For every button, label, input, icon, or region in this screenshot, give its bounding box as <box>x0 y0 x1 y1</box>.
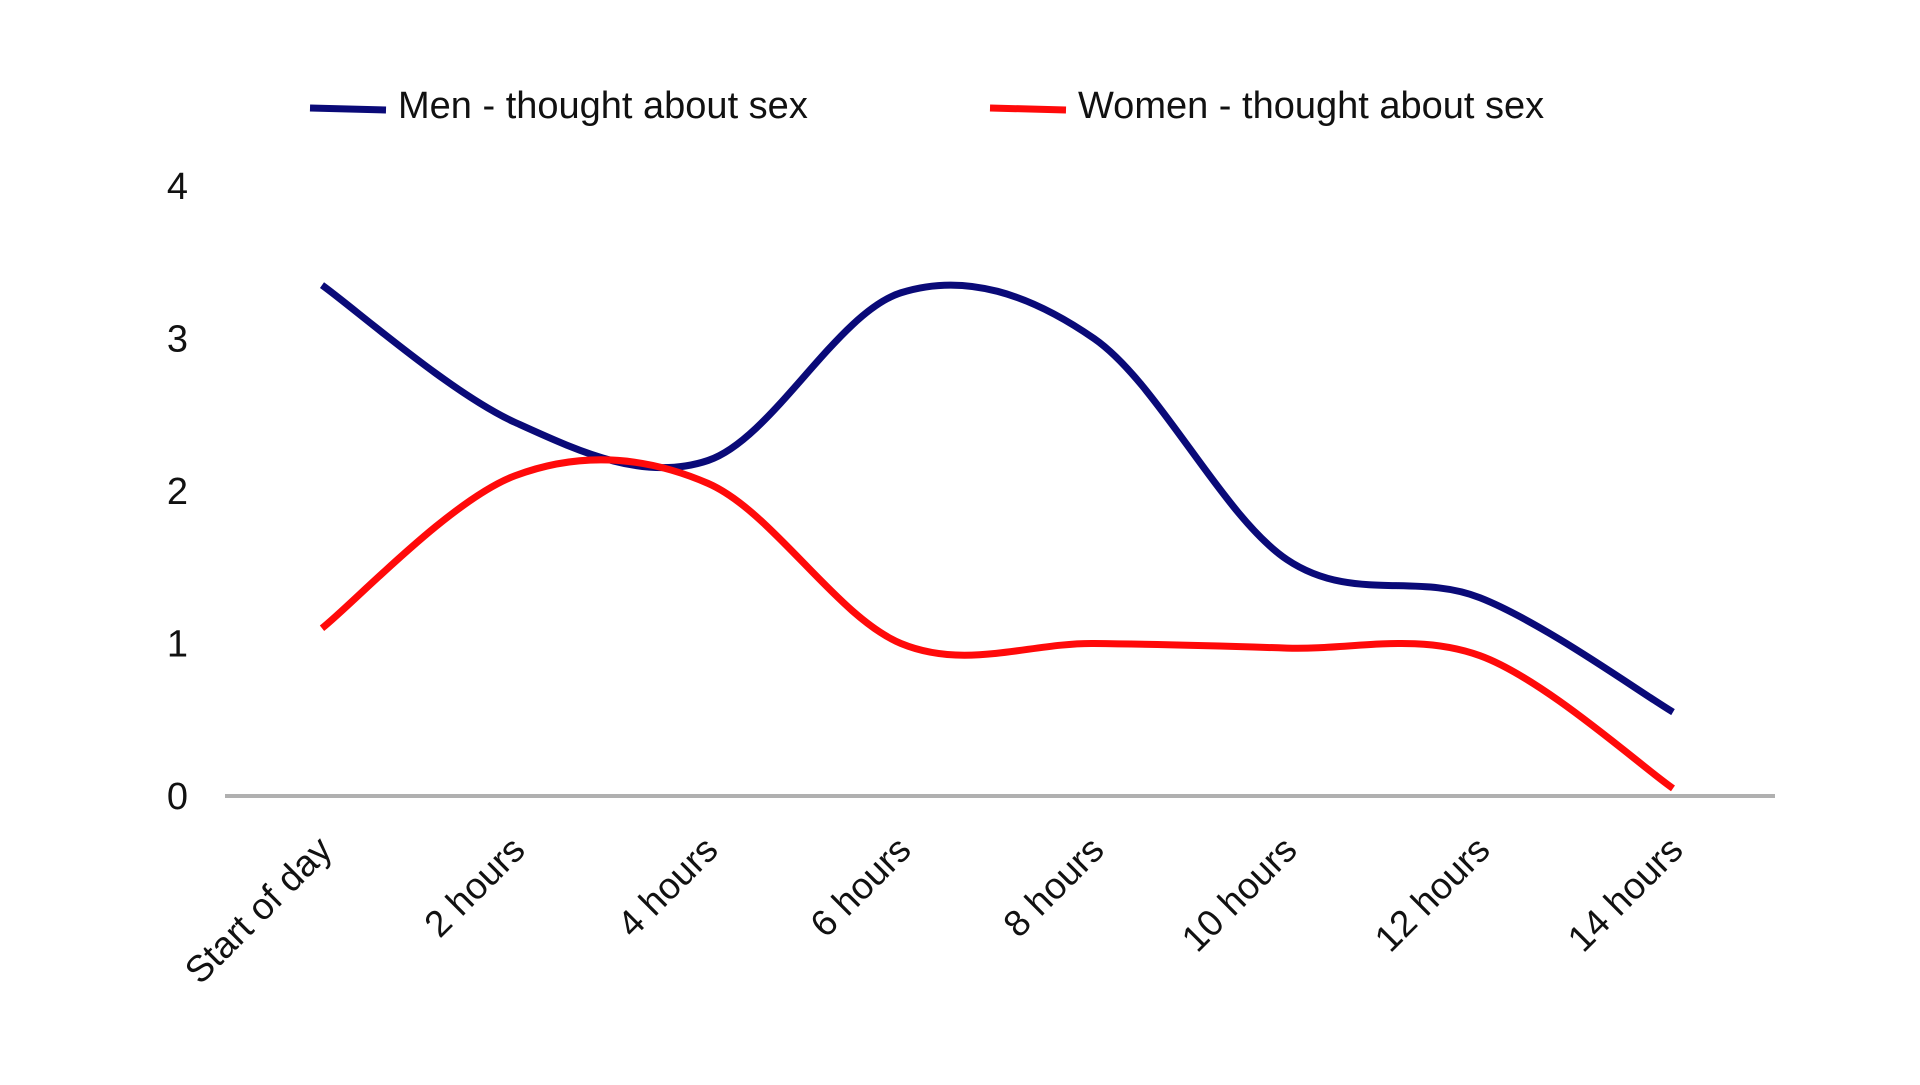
legend: Men - thought about sex Women - thought a… <box>309 85 1544 127</box>
y-tick-label: 2 <box>167 471 188 513</box>
series-line-men <box>319 281 1675 716</box>
y-tick-label: 4 <box>167 166 188 208</box>
x-tick-label: 4 hours <box>609 829 725 945</box>
y-tick-label: 0 <box>167 776 188 818</box>
y-tick-label: 1 <box>167 624 188 666</box>
series-layer <box>319 281 1675 792</box>
x-tick-label: 8 hours <box>995 829 1111 945</box>
x-axis-ticks: Start of day 2 hours 4 hours 6 hours 8 hours… <box>177 828 1691 991</box>
x-tick-label: 14 hours <box>1560 829 1691 960</box>
legend-label: Men - thought about sex <box>398 85 808 127</box>
y-axis-ticks: 0 1 2 3 4 <box>167 166 188 818</box>
legend-swatch <box>989 104 1067 114</box>
series-line-women <box>319 456 1675 792</box>
x-tick-label: 12 hours <box>1367 829 1498 960</box>
legend-swatch <box>309 104 387 114</box>
legend-label: Women - thought about sex <box>1078 85 1544 127</box>
x-tick-label: 2 hours <box>416 829 532 945</box>
y-tick-label: 3 <box>167 319 188 361</box>
x-tick-label: Start of day <box>177 828 340 991</box>
x-tick-label: 10 hours <box>1174 829 1305 960</box>
x-tick-label: 6 hours <box>802 829 918 945</box>
